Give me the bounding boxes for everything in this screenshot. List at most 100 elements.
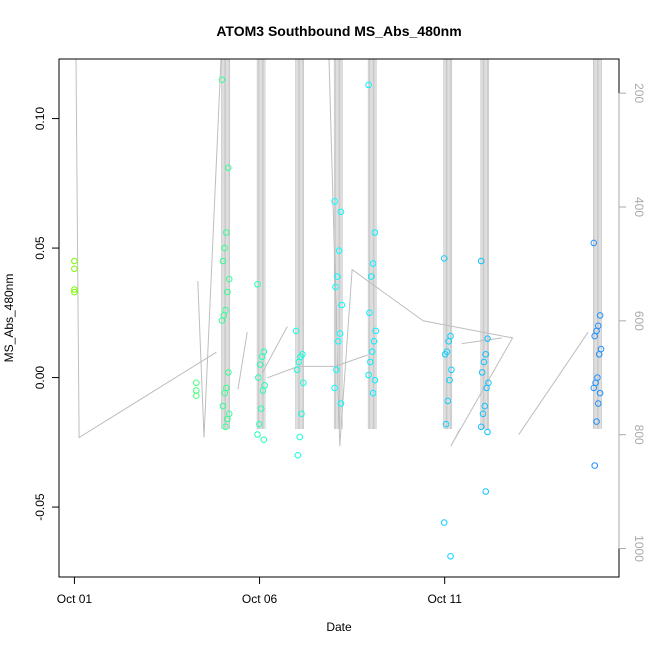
data-point [221, 244, 228, 252]
data-point [477, 423, 485, 431]
data-point [254, 431, 261, 438]
data-point [71, 257, 78, 265]
y-right-tick-label: 1000 [632, 535, 646, 562]
x-tick-label: Oct 11 [427, 592, 462, 606]
x-tick-label: Oct 01 [57, 592, 93, 606]
data-point [482, 351, 490, 358]
data-point [295, 358, 303, 366]
data-point [336, 330, 344, 337]
y-right-tick-label: 600 [632, 311, 646, 331]
data-point [440, 519, 448, 526]
chart-title: ATOM3 Southbound MS_Abs_480nm [216, 23, 461, 39]
data-point [371, 376, 379, 384]
data-point [255, 374, 262, 381]
data-point [367, 358, 374, 366]
y-right-tick-label: 200 [632, 83, 646, 103]
y-tick-label: 0.05 [33, 236, 47, 260]
data-point [258, 353, 266, 361]
y-right-tick-label: 800 [632, 425, 646, 445]
data-point [595, 400, 602, 407]
x-axis-label: Date [326, 620, 352, 634]
data-point [222, 423, 229, 431]
plot-frame [58, 58, 620, 578]
y-tick-label: 0.00 [33, 366, 47, 390]
data-point [371, 229, 379, 236]
data-point [440, 255, 448, 262]
data-point [225, 275, 233, 283]
data-point [224, 288, 231, 296]
data-point [218, 317, 226, 324]
data-point [337, 208, 345, 216]
data-point [256, 420, 263, 428]
data-point [369, 260, 377, 267]
data-point [370, 338, 378, 345]
data-point [331, 198, 338, 205]
y-tick-label: -0.05 [33, 493, 47, 521]
data-point [71, 286, 78, 293]
profile-line-segment-7 [518, 331, 589, 435]
scatter-points-layer [71, 76, 605, 560]
y-axis-label: MS_Abs_480nm [2, 274, 16, 363]
data-point [593, 418, 600, 425]
profile-line-segment-1 [197, 58, 222, 438]
data-point [219, 402, 227, 410]
data-point [219, 257, 227, 265]
data-point [445, 338, 453, 345]
data-point [296, 433, 304, 441]
profile-line-segment-6 [461, 337, 502, 345]
data-point [590, 384, 598, 392]
data-point [446, 376, 453, 384]
data-point [591, 332, 599, 340]
data-point [590, 239, 598, 247]
data-point [372, 327, 380, 335]
data-point [365, 81, 372, 89]
data-point [334, 338, 342, 345]
data-point [444, 397, 452, 405]
data-point [221, 389, 228, 397]
data-point [335, 247, 343, 254]
data-point [595, 351, 603, 358]
data-point [254, 281, 261, 288]
data-point [478, 369, 486, 376]
data-point [483, 384, 490, 392]
data-point [596, 312, 604, 319]
x-axis: Oct 01 Oct 06 Oct 11 [57, 576, 462, 606]
profile-line-segment-2 [237, 332, 248, 390]
profile-line-segment-5 [328, 58, 514, 447]
data-point [193, 392, 200, 400]
data-point [484, 428, 491, 436]
data-point [71, 265, 78, 273]
data-point [259, 387, 267, 394]
data-point [300, 379, 307, 387]
y-axis-right: 200 400 600 800 1000 [618, 83, 646, 562]
x-tick-label: Oct 06 [242, 592, 278, 606]
data-point [333, 366, 340, 374]
data-point [225, 164, 232, 172]
data-point [365, 371, 372, 379]
data-point [441, 351, 449, 358]
data-point [369, 389, 377, 397]
data-point [332, 283, 339, 291]
data-point [225, 369, 232, 376]
y-axis-left: -0.05 0.00 0.05 0.10 [33, 107, 60, 521]
data-point [293, 366, 301, 374]
data-point [223, 229, 230, 236]
data-point [338, 301, 346, 309]
data-point [256, 361, 264, 368]
data-point [224, 415, 231, 423]
data-point [331, 384, 338, 392]
data-point [366, 309, 373, 317]
data-point [596, 389, 604, 397]
data-point [260, 436, 268, 444]
data-point [337, 400, 345, 407]
data-point [298, 410, 305, 418]
data-point [257, 405, 265, 413]
data-point [218, 76, 226, 83]
y-right-tick-label: 400 [632, 197, 646, 217]
data-point [479, 410, 487, 418]
data-point [484, 335, 491, 343]
data-point [292, 327, 300, 335]
data-point [591, 462, 599, 469]
data-point [71, 288, 78, 296]
data-point [448, 366, 455, 374]
